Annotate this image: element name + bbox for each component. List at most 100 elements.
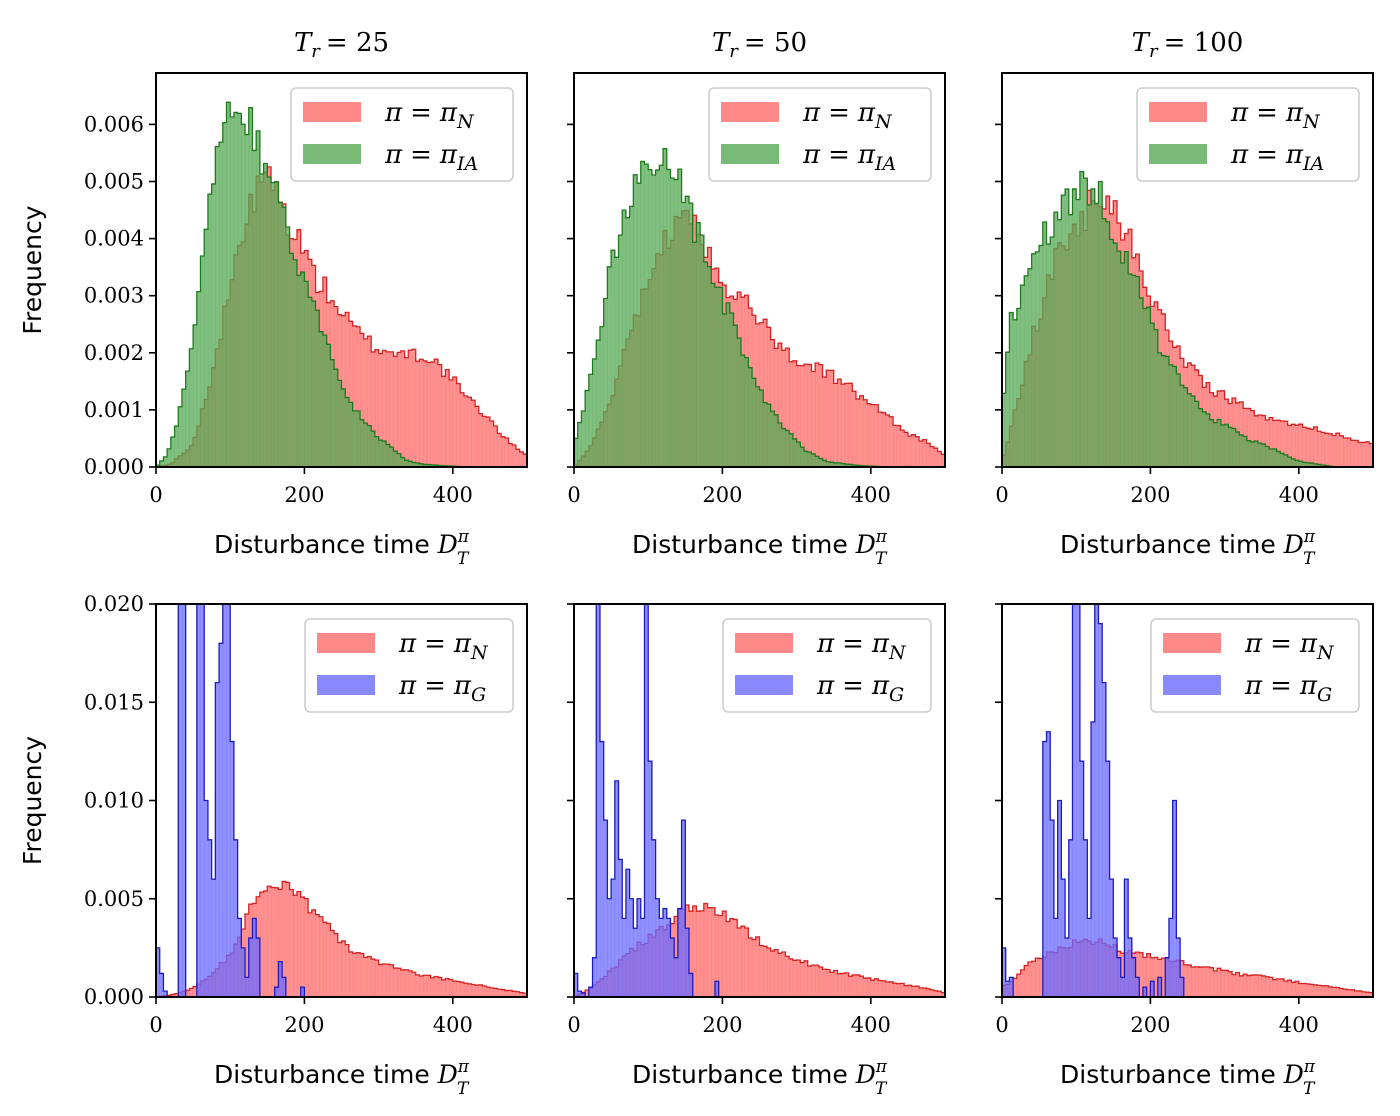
histogram-bar-greedy: [245, 977, 250, 997]
legend: π = πNπ = πG: [304, 618, 514, 713]
histogram-bar-ia: [345, 397, 350, 467]
histogram-bar-greedy: [1094, 604, 1099, 997]
histogram-bar-ia: [1031, 253, 1036, 467]
histogram-bar-normal: [811, 965, 816, 997]
histogram-bar-normal: [1354, 440, 1359, 467]
histogram-bar-normal: [434, 359, 439, 467]
histogram-bar-ia: [352, 410, 357, 467]
x-axis-label-symbol: D: [437, 530, 458, 559]
histogram-bar-normal: [508, 443, 513, 467]
histogram-bar-ia: [614, 257, 619, 467]
histogram-bar-ia: [337, 380, 342, 467]
histogram-bar-normal: [397, 968, 402, 997]
histogram-bar-greedy: [1098, 623, 1103, 997]
histogram-bar-normal: [363, 957, 368, 997]
histogram-bar-ia: [1076, 199, 1081, 467]
legend-swatch-normal: [317, 633, 375, 653]
histogram-bar-normal: [189, 988, 194, 997]
histogram-bar-ia: [430, 464, 435, 467]
legend-swatch-normal: [303, 102, 361, 122]
histogram-bar-normal: [841, 384, 846, 467]
histogram-bar-ia: [293, 259, 298, 467]
histogram-bar-normal: [770, 339, 775, 467]
x-tick-label: 0: [995, 1013, 1008, 1037]
histogram-bar-normal: [263, 891, 268, 997]
histogram-bar-ia: [1202, 411, 1207, 467]
histogram-bar-ia: [752, 378, 757, 467]
histogram-bar-ia: [371, 431, 376, 467]
histogram-bar-greedy: [1172, 800, 1177, 997]
histogram-bar-normal: [348, 321, 353, 467]
histogram-outline-greedy: [574, 604, 945, 997]
histogram-bar-normal: [781, 952, 786, 997]
histogram-bar-ia: [700, 235, 705, 467]
histogram-bar-ia: [189, 348, 194, 467]
histogram-bar-ia: [651, 174, 656, 467]
histogram-bar-normal: [822, 377, 827, 467]
histogram-bar-normal: [807, 966, 812, 997]
histogram-bar-normal: [781, 350, 786, 467]
histogram-bar-ia: [611, 250, 616, 467]
histogram-bar-ia: [1187, 393, 1192, 467]
histogram-bar-normal: [863, 978, 868, 997]
histogram-bar-greedy: [178, 604, 183, 997]
histogram-bar-normal: [714, 914, 719, 997]
histogram-bar-ia: [829, 462, 834, 467]
histogram-bar-normal: [826, 370, 831, 467]
histogram-bar-normal: [933, 990, 938, 997]
x-axis-label-superscript: π: [1303, 527, 1316, 547]
histogram-bar-ia: [833, 462, 838, 467]
histogram-bar-normal: [874, 978, 879, 997]
histogram-bar-ia: [1050, 236, 1055, 467]
histogram-bar-ia: [770, 411, 775, 467]
x-axis-label-symbol: D: [1283, 530, 1304, 559]
chart-bottom-tr25: 0 200 400 0.000 0.005 0.010 0.015 0.020 Disturba…: [18, 592, 528, 1099]
x-axis-label-text: Disturbance time: [214, 530, 430, 559]
legend-label-symbol: π: [857, 140, 876, 170]
histogram-bar-ia: [423, 464, 428, 467]
histogram-bar-ia: [1083, 178, 1088, 467]
histogram-bar-normal: [493, 988, 498, 997]
histogram-bar-normal: [1335, 987, 1340, 997]
histogram-bar-greedy: [278, 961, 283, 997]
histogram-bar-greedy: [181, 604, 186, 997]
histogram-bar-normal: [1120, 953, 1125, 997]
histogram-bar-normal: [1235, 972, 1240, 997]
histogram-bar-normal: [811, 371, 816, 467]
histogram-bar-greedy: [230, 741, 235, 997]
histogram-bar-ia: [815, 456, 820, 467]
histogram-bar-ia: [1206, 413, 1211, 467]
histogram-bar-normal: [411, 349, 416, 467]
legend-label-subscript: N: [456, 111, 475, 133]
histogram-bar-normal: [774, 949, 779, 997]
histogram-bar-normal: [1302, 427, 1307, 467]
histogram-bar-normal: [1146, 953, 1151, 997]
histogram-bar-normal: [926, 443, 931, 467]
histogram-bar-ia: [1235, 431, 1240, 467]
x-axis-label-subscript: T: [875, 1079, 888, 1099]
histogram-bar-normal: [844, 972, 849, 997]
histogram-bar-greedy: [1065, 938, 1070, 997]
histogram-bar-normal: [1183, 964, 1188, 997]
histogram-bar-normal: [1313, 426, 1318, 467]
histogram-bar-ia: [1061, 195, 1066, 467]
histogram-bar-ia: [248, 107, 253, 467]
histogram-bar-normal: [1257, 415, 1262, 467]
histogram-bar-greedy: [1072, 604, 1077, 997]
histogram-bar-normal: [837, 379, 842, 467]
histogram-bar-normal: [926, 988, 931, 997]
histogram-bar-greedy: [663, 908, 668, 997]
histogram-bar-normal: [1265, 419, 1270, 467]
histogram-bar-normal: [855, 974, 860, 997]
legend-label-pi: π: [384, 140, 403, 170]
x-tick-label: 200: [1130, 1013, 1170, 1037]
histogram-bar-ia: [389, 447, 394, 467]
histogram-bar-normal: [523, 454, 527, 467]
histogram-bar-ia: [1113, 243, 1118, 467]
histogram-bar-normal: [1335, 433, 1340, 467]
histogram-bar-ia: [174, 426, 179, 467]
histogram-bar-ia: [625, 217, 630, 467]
x-axis-label-subscript: T: [457, 549, 470, 569]
histogram-bar-normal: [304, 898, 309, 997]
